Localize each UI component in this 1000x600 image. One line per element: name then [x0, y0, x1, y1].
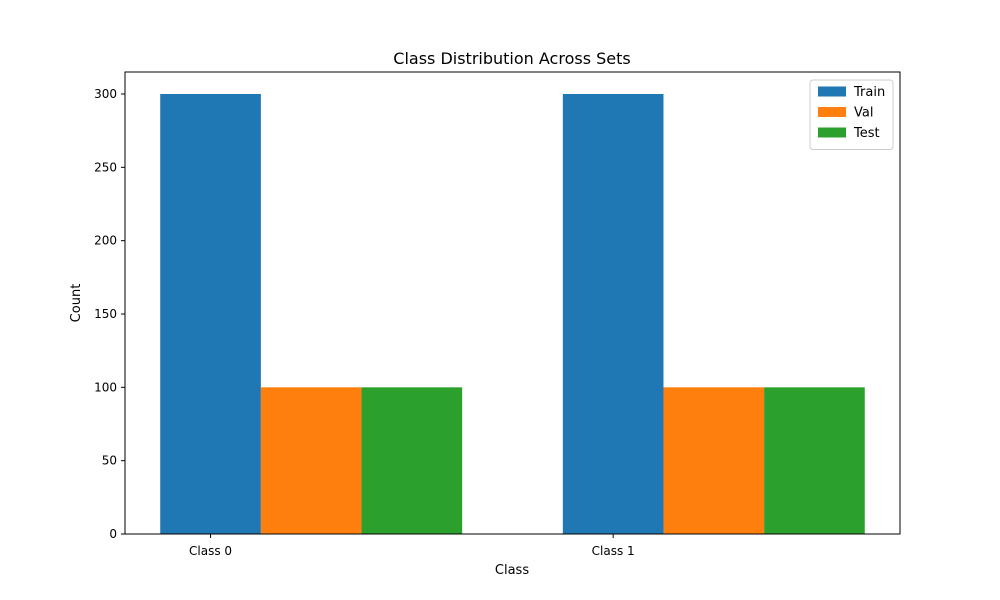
bars — [160, 94, 865, 534]
legend-swatch-val — [818, 107, 846, 117]
y-tick-label: 200 — [94, 234, 117, 248]
y-tick-label: 100 — [94, 380, 117, 394]
bar-test-class-1 — [764, 387, 865, 534]
y-axis-label: Count — [69, 284, 84, 323]
x-axis: Class 0 Class 1 — [189, 534, 635, 558]
legend-label-test: Test — [853, 126, 880, 141]
legend-swatch-train — [818, 86, 846, 97]
legend-label-train: Train — [853, 85, 885, 100]
y-tick-label: 250 — [94, 160, 117, 174]
x-axis-label: Class — [495, 563, 529, 578]
y-tick-label: 50 — [102, 454, 117, 468]
chart-title: Class Distribution Across Sets — [393, 49, 630, 68]
plot-frame — [124, 71, 901, 535]
y-axis: 0 50 100 150 200 250 300 — [94, 87, 125, 541]
bar-val-class-1 — [663, 387, 765, 534]
y-tick-label: 0 — [109, 527, 117, 541]
bar-test-class-0 — [361, 387, 463, 534]
bar-val-class-0 — [260, 387, 362, 534]
bar-train-class-0 — [160, 94, 261, 534]
y-tick-label: 150 — [94, 307, 117, 321]
y-tick-label: 300 — [94, 87, 117, 101]
bar-train-class-1 — [562, 94, 664, 534]
x-tick-label: Class 1 — [592, 544, 635, 558]
legend: Train Val Test — [809, 79, 894, 150]
legend-swatch-test — [818, 127, 846, 138]
legend-label-val: Val — [854, 106, 873, 121]
x-tick-label: Class 0 — [189, 544, 232, 558]
